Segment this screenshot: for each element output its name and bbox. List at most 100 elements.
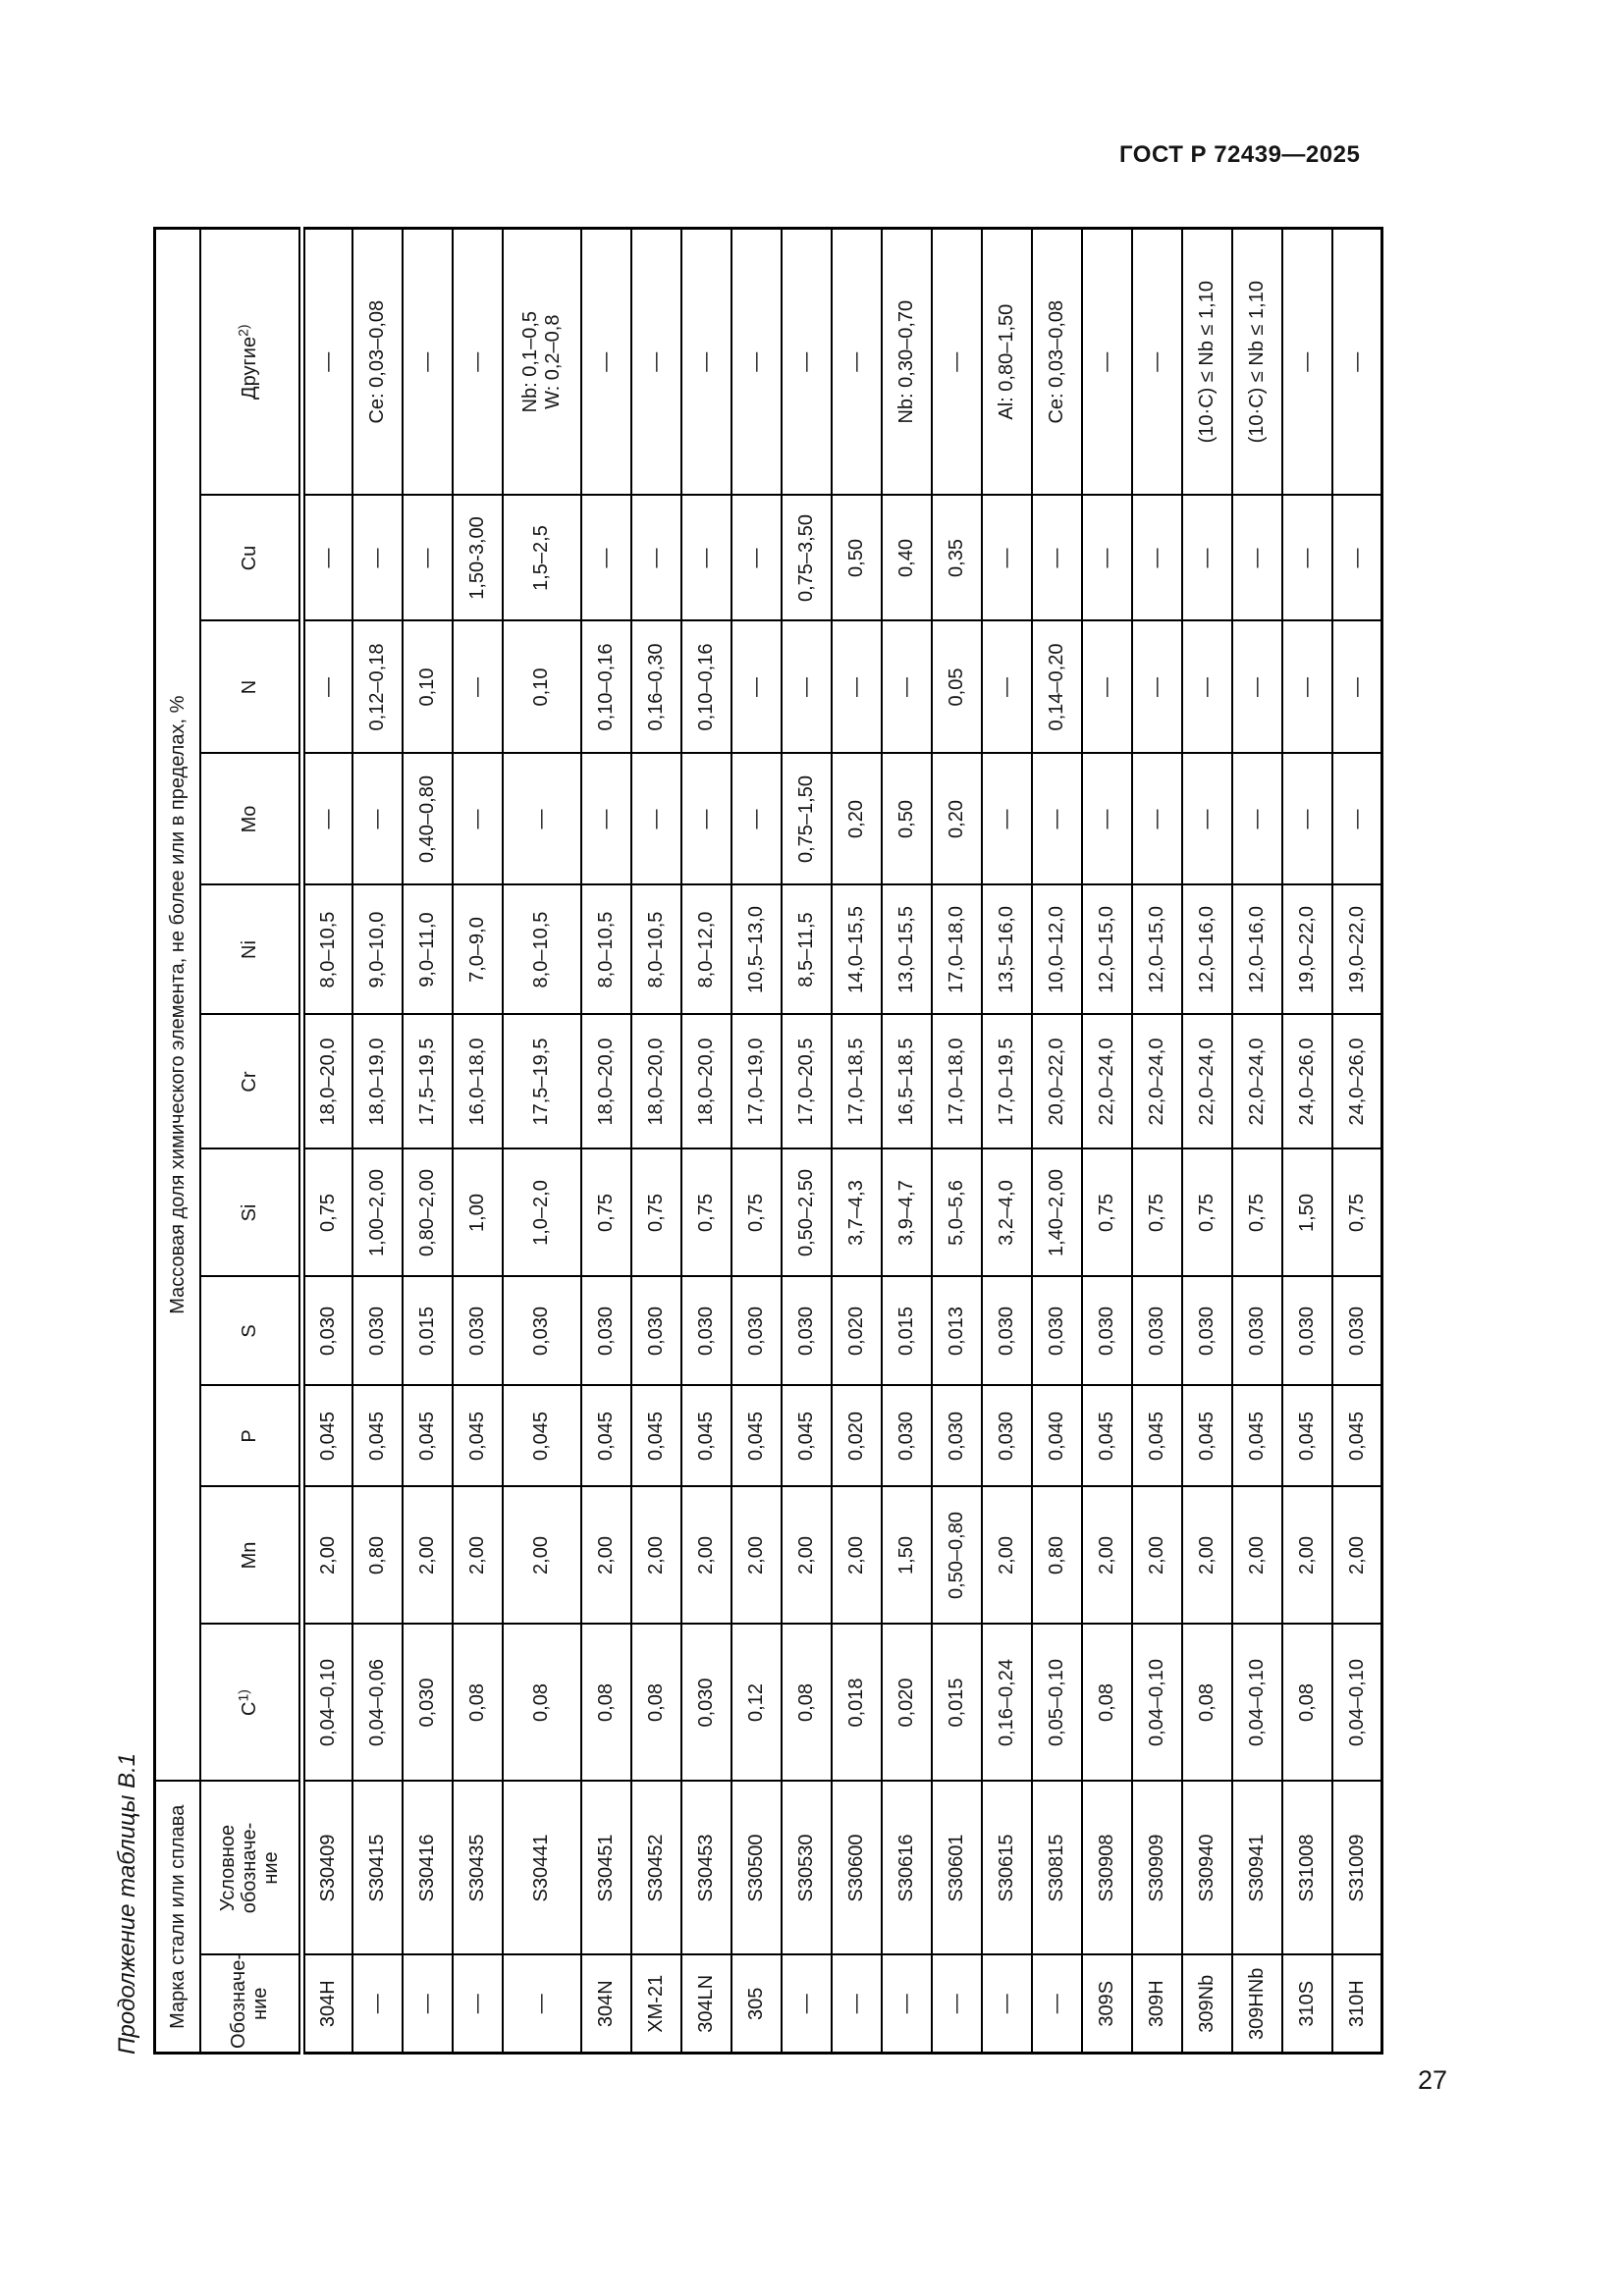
cell-mn: 2,00 — [630, 1486, 681, 1625]
group-header-row: Марка стали или сплава Массовая доля хим… — [154, 228, 200, 2054]
cell-n: 0,10–0,16 — [580, 620, 631, 754]
cell-c: 0,04–0,06 — [352, 1624, 403, 1782]
cell-p: 0,040 — [1031, 1385, 1082, 1487]
table-caption: Продолжение таблицы В.1 — [114, 1752, 140, 2055]
cell-n: — — [1081, 620, 1132, 754]
cell-others: — — [1081, 228, 1132, 496]
cell-p: 0,045 — [680, 1385, 731, 1487]
cell-mo: 0,20 — [931, 753, 982, 885]
cell-mn: 2,00 — [1131, 1486, 1182, 1625]
cell-s: 0,030 — [1131, 1276, 1182, 1386]
cell-n: 0,10–0,16 — [680, 620, 731, 754]
cell-p: 0,045 — [352, 1385, 403, 1487]
cell-s: 0,030 — [1081, 1276, 1132, 1386]
cell-designation: — — [981, 1954, 1032, 2054]
cell-others: — — [1131, 228, 1182, 496]
cell-uns: S31009 — [1331, 1781, 1382, 1955]
cell-mo: — — [981, 753, 1032, 885]
cell-uns: S30615 — [981, 1781, 1032, 1955]
cell-s: 0,030 — [781, 1276, 832, 1386]
cell-mn: 2,00 — [1331, 1486, 1382, 1625]
cell-cr: 18,0–20,0 — [301, 1014, 352, 1149]
cell-cr: 16,0–18,0 — [452, 1014, 503, 1149]
table-row: 304N S30451 0,08 2,00 0,045 0,030 0,75 18,0–20,… — [580, 228, 631, 2054]
cell-cr: 17,0–19,5 — [981, 1014, 1032, 1149]
cell-p: 0,045 — [301, 1385, 352, 1487]
cell-c: 0,04–0,10 — [1331, 1624, 1382, 1782]
composition-table: Марка стали или сплава Массовая доля хим… — [153, 226, 1383, 2055]
cell-ni: 12,0–15,0 — [1081, 884, 1132, 1015]
cell-n: 0,14–0,20 — [1031, 620, 1082, 754]
cell-cr: 16,5–18,5 — [881, 1014, 932, 1149]
cell-others: Al: 0,80–1,50 — [981, 228, 1032, 496]
cell-n: — — [1131, 620, 1182, 754]
cell-c: 0,015 — [931, 1624, 982, 1782]
cell-mo: 0,50 — [881, 753, 932, 885]
cell-ni: 8,0–10,5 — [630, 884, 681, 1015]
cell-p: 0,045 — [630, 1385, 681, 1487]
cell-n: — — [731, 620, 782, 754]
cell-uns: S30409 — [301, 1781, 352, 1955]
cell-mo: — — [1081, 753, 1132, 885]
cell-c: 0,08 — [781, 1624, 832, 1782]
cell-s: 0,030 — [1331, 1276, 1382, 1386]
cell-n: 0,10 — [402, 620, 453, 754]
column-header-others: Другие2) — [199, 228, 302, 496]
cell-designation: 309Nb — [1181, 1954, 1232, 2054]
cell-n: — — [1181, 620, 1232, 754]
cell-c: 0,08 — [1181, 1624, 1232, 1782]
cell-designation: 310H — [1331, 1954, 1382, 2054]
cell-cu: — — [1081, 495, 1132, 621]
cell-n: — — [452, 620, 503, 754]
cell-c: 0,08 — [1081, 1624, 1132, 1782]
table-row: — S30415 0,04–0,06 0,80 0,045 0,030 1,00–2,00 1… — [352, 228, 403, 2054]
cell-mn: 2,00 — [981, 1486, 1032, 1625]
cell-mn: 0,80 — [352, 1486, 403, 1625]
cell-s: 0,020 — [831, 1276, 882, 1386]
column-header-row: Обозначе- ние Условное обозначе- ние C1) Mn… — [199, 228, 302, 2054]
footnote-marker: 1) — [235, 1689, 251, 1702]
cell-others: (10·C) ≤ Nb ≤ 1,10 — [1181, 228, 1232, 496]
table-row: — S30616 0,020 1,50 0,030 0,015 3,9–4,7 16,5–18… — [881, 228, 932, 2054]
rotated-table-block: Продолжение таблицы В.1 Марка стали или … — [114, 226, 1391, 2055]
table-row: — S30416 0,030 2,00 0,045 0,015 0,80–2,00 17,5–… — [402, 228, 453, 2054]
cell-mn: 2,00 — [1281, 1486, 1332, 1625]
cell-uns: S30600 — [831, 1781, 882, 1955]
cell-uns: S30530 — [781, 1781, 832, 1955]
footnote-marker: 2) — [235, 324, 251, 337]
cell-others: — — [1281, 228, 1332, 496]
cell-uns: S30453 — [680, 1781, 731, 1955]
cell-designation: 304LN — [680, 1954, 731, 2054]
cell-c: 0,08 — [1281, 1624, 1332, 1782]
cell-cu: — — [1281, 495, 1332, 621]
cell-ni: 19,0–22,0 — [1331, 884, 1382, 1015]
cell-uns: S30601 — [931, 1781, 982, 1955]
cell-mo: — — [1181, 753, 1232, 885]
cell-p: 0,045 — [1231, 1385, 1282, 1487]
table-row: 305 S30500 0,12 2,00 0,045 0,030 0,75 17,0–19,0… — [731, 228, 782, 2054]
cell-others: — — [731, 228, 782, 496]
cell-designation: — — [1031, 1954, 1082, 2054]
column-header-mo: Mo — [199, 753, 302, 885]
cell-mn: 1,50 — [881, 1486, 932, 1625]
cell-others: — — [301, 228, 352, 496]
cell-s: 0,015 — [881, 1276, 932, 1386]
cell-mo: 0,20 — [831, 753, 882, 885]
cell-others: Ce: 0,03–0,08 — [1031, 228, 1082, 496]
cell-s: 0,030 — [352, 1276, 403, 1386]
cell-ni: 8,5–11,5 — [781, 884, 832, 1015]
table-row: — S30615 0,16–0,24 2,00 0,030 0,030 3,2–4,0 17,… — [981, 228, 1032, 2054]
cell-c: 0,04–0,10 — [1231, 1624, 1282, 1782]
cell-mn: 2,00 — [502, 1486, 581, 1625]
cell-designation: 310S — [1281, 1954, 1332, 2054]
cell-mo: — — [1031, 753, 1082, 885]
cell-cr: 22,0–24,0 — [1231, 1014, 1282, 1149]
cell-mo: — — [1131, 753, 1182, 885]
cell-cu: — — [981, 495, 1032, 621]
cell-si: 1,00–2,00 — [352, 1148, 403, 1277]
cell-uns: S30908 — [1081, 1781, 1132, 1955]
cell-ni: 8,0–12,0 — [680, 884, 731, 1015]
cell-c: 0,04–0,10 — [1131, 1624, 1182, 1782]
cell-si: 0,75 — [1181, 1148, 1232, 1277]
cell-designation: 304N — [580, 1954, 631, 2054]
